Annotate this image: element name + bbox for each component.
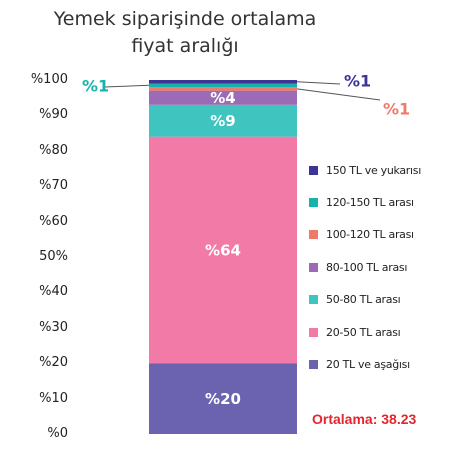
legend-swatch <box>309 262 318 272</box>
data-label: %4 <box>210 89 235 107</box>
data-label: %64 <box>205 241 241 259</box>
callout-line <box>296 81 341 85</box>
y-tick-label: %40 <box>39 284 68 300</box>
bar-segment-6 <box>149 83 297 88</box>
y-tick-label: %90 <box>39 107 68 123</box>
y-tick-label: %30 <box>39 319 68 335</box>
y-tick-label: %70 <box>39 178 68 194</box>
bar-segment-1 <box>149 363 297 434</box>
legend-swatch <box>309 327 318 337</box>
data-label: %1 <box>383 100 410 119</box>
bar-segment-2 <box>149 136 297 364</box>
legend-label: 100-120 TL arası <box>326 228 414 242</box>
legend-swatch <box>309 359 318 369</box>
data-label: %20 <box>205 390 241 408</box>
data-label: %1 <box>82 77 109 96</box>
bar-segment-7 <box>149 80 297 84</box>
bar-segment-4 <box>149 90 297 105</box>
legend-label: 50-80 TL arası <box>326 293 401 307</box>
legend-item: 20-50 TL arası <box>309 324 401 340</box>
callout-line <box>296 88 381 101</box>
y-tick-label: 50% <box>39 249 68 264</box>
bar-segment-3 <box>149 104 297 137</box>
data-label: %1 <box>344 72 371 91</box>
legend-label: 150 TL ve yukarısı <box>326 163 421 177</box>
legend-swatch <box>309 165 318 175</box>
y-tick-label: %0 <box>47 426 68 441</box>
legend-label: 80-100 TL arası <box>326 260 408 274</box>
chart-title-line-2: fiyat aralığı <box>131 35 239 57</box>
legend-item: 150 TL ve yukarısı <box>309 162 421 178</box>
legend-item: 120-150 TL arası <box>309 194 414 210</box>
legend-swatch <box>309 197 318 207</box>
bar-segment-5 <box>149 87 297 91</box>
y-tick-label: %80 <box>39 142 68 158</box>
legend-item: 80-100 TL arası <box>309 259 407 275</box>
legend-item: 50-80 TL arası <box>309 292 401 308</box>
legend-label: 120-150 TL arası <box>326 195 414 209</box>
y-tick-label: %60 <box>39 213 68 229</box>
chart-title-line-1: Yemek siparişinde ortalama <box>53 8 317 30</box>
y-tick-label: %20 <box>39 355 68 371</box>
legend-swatch <box>309 230 318 240</box>
average-annotation: Ortalama: 38.23 <box>312 411 417 427</box>
legend-label: 20 TL ve aşağısı <box>326 357 410 371</box>
legend-item: 20 TL ve aşağısı <box>309 356 410 372</box>
data-label: %9 <box>210 112 235 130</box>
callout-line <box>103 84 150 88</box>
legend-label: 20-50 TL arası <box>326 325 401 339</box>
legend-item: 100-120 TL arası <box>309 227 414 243</box>
legend-swatch <box>309 295 318 305</box>
y-tick-label: %10 <box>39 390 68 406</box>
y-tick-label: %100 <box>30 72 68 87</box>
